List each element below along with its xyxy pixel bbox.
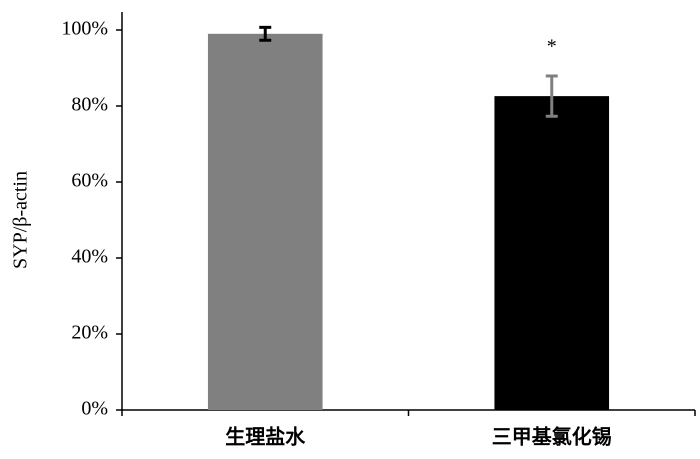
x-tick-label: 生理盐水 xyxy=(225,425,306,449)
annotation: * xyxy=(547,36,557,58)
bar xyxy=(494,96,610,411)
error-bar xyxy=(545,74,558,118)
y-tick-label: 20% xyxy=(71,322,108,344)
y-tick-label: 80% xyxy=(71,94,108,116)
y-axis-label: SYP/β-actin xyxy=(10,171,32,269)
error-bar xyxy=(259,25,272,42)
y-tick-label: 0% xyxy=(81,398,108,420)
x-tick-label: 三甲基氯化锡 xyxy=(492,425,612,449)
y-tick-label: 100% xyxy=(61,18,108,40)
y-tick-label: 60% xyxy=(71,170,108,192)
bar xyxy=(207,33,323,411)
y-tick-label: 40% xyxy=(71,246,108,268)
